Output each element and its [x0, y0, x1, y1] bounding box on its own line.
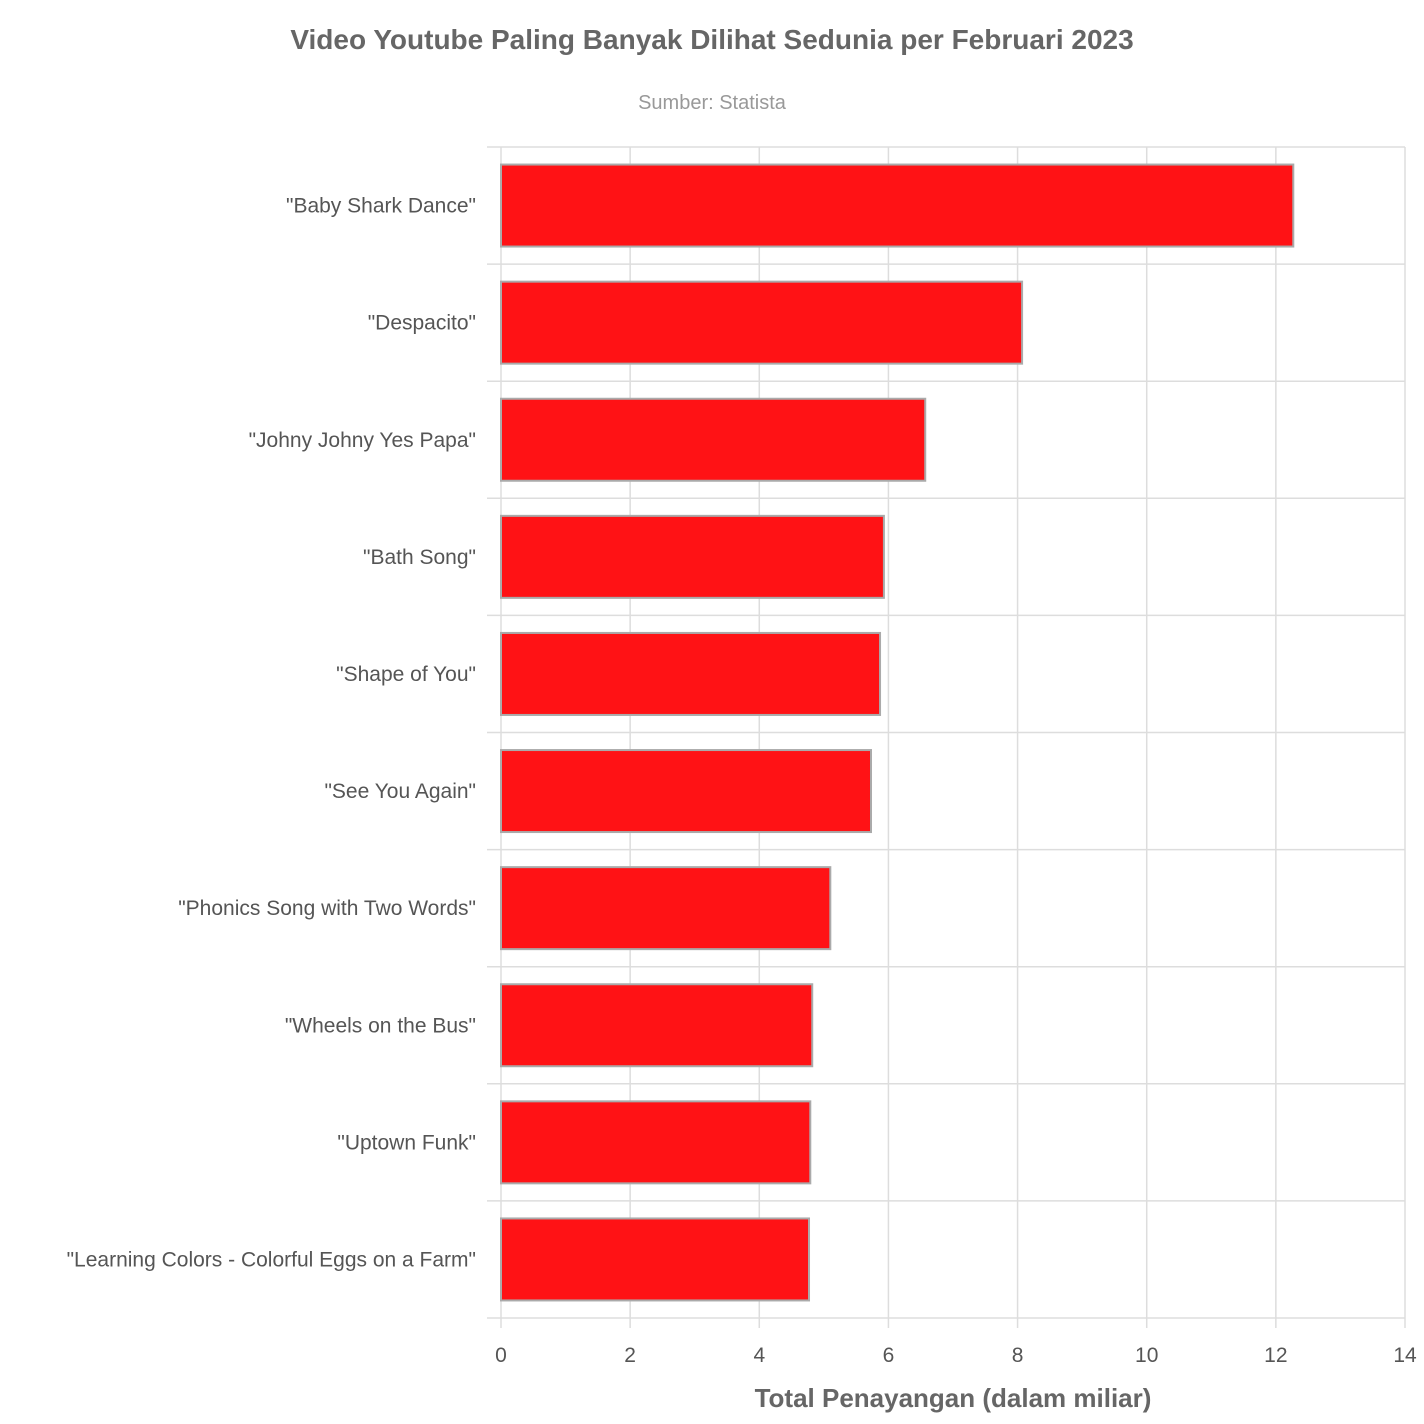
y-category-label: "Learning Colors - Colorful Eggs on a Fa…: [67, 1248, 476, 1271]
x-tick-label: 4: [753, 1344, 765, 1367]
chart-subtitle: Sumber: Statista: [638, 92, 787, 114]
y-category-label: "Phonics Song with Two Words": [178, 897, 476, 920]
bar: [500, 280, 1024, 365]
bars: [500, 163, 1295, 1302]
gridlines: [487, 146, 1406, 1328]
x-tick-label: 6: [883, 1344, 895, 1367]
y-category-label: "Shape of You": [336, 663, 476, 686]
bar: [500, 866, 832, 951]
x-tick-label: 0: [495, 1344, 507, 1367]
y-category-label: "Wheels on the Bus": [285, 1014, 476, 1037]
x-tick-label: 12: [1264, 1344, 1287, 1367]
bar: [500, 1217, 811, 1302]
y-category-labels: "Baby Shark Dance" "Despacito" "Johny John…: [67, 195, 476, 1272]
bar: [500, 163, 1295, 248]
x-tick-label: 2: [624, 1344, 636, 1367]
y-category-label: "See You Again": [324, 780, 476, 803]
x-tick-label: 8: [1012, 1344, 1024, 1367]
x-tick-label: 10: [1135, 1344, 1158, 1367]
bar: [500, 983, 814, 1068]
bar: [500, 1100, 812, 1185]
y-category-label: "Uptown Funk": [337, 1131, 476, 1154]
chart-title: Video Youtube Paling Banyak Dilihat Sedu…: [290, 24, 1133, 55]
x-tick-label: 14: [1393, 1344, 1417, 1367]
y-category-label: "Johny Johny Yes Papa": [249, 429, 476, 452]
x-tick-labels: 0 2 4 6 8 10 12 14: [495, 1344, 1417, 1367]
y-category-label: "Bath Song": [363, 546, 476, 569]
y-category-label: "Baby Shark Dance": [286, 195, 476, 218]
y-category-label: "Despacito": [368, 312, 476, 335]
x-axis-title: Total Penayangan (dalam miliar): [755, 1383, 1152, 1413]
bar: [500, 631, 882, 716]
bar: [500, 749, 872, 834]
bar: [500, 397, 927, 482]
bar: [500, 514, 885, 599]
